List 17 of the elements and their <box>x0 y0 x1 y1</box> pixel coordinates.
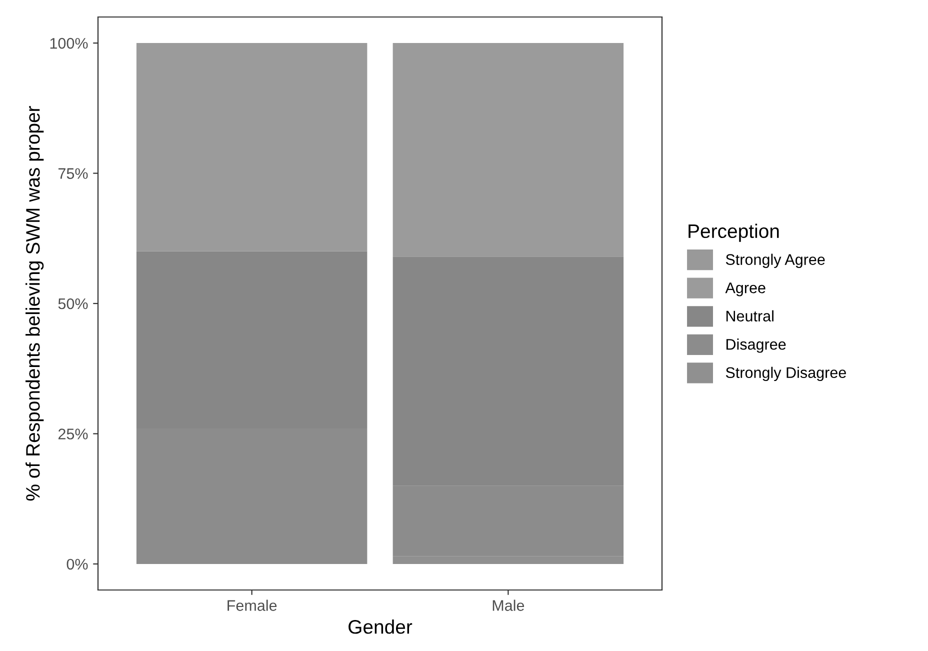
legend-label: Disagree <box>726 338 786 353</box>
legend-label: Neutral <box>726 310 774 322</box>
legend-title: Perception <box>688 224 779 242</box>
legend-label: Strongly Disagree <box>726 366 846 382</box>
y-axis-title: % of Respondents believing SWM was proper <box>26 106 44 501</box>
legend-label: Strongly Agree <box>726 254 825 268</box>
x-tick-label: Male <box>492 600 524 611</box>
x-tick-label: Female <box>228 600 277 611</box>
x-axis-title: Gender <box>348 620 412 634</box>
bar <box>392 43 624 257</box>
y-tick-label: 0% <box>66 558 88 570</box>
legend-label: Agree <box>725 282 766 296</box>
bar <box>136 43 368 252</box>
y-tick-label: 75% <box>58 168 88 179</box>
y-tick-label: 100% <box>50 38 88 49</box>
y-tick-label: 50% <box>58 298 88 310</box>
y-tick-label: 25% <box>58 428 88 440</box>
